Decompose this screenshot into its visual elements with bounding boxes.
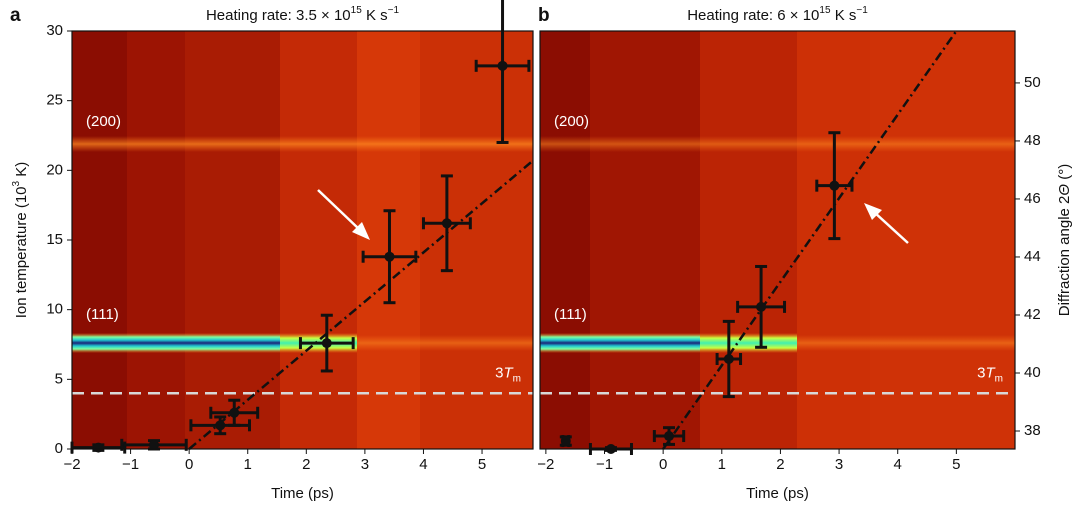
y-tick-label: 10 (46, 301, 63, 318)
point (664, 431, 675, 442)
point (723, 353, 734, 364)
x-tick-label: 4 (894, 456, 902, 473)
x-tick-label: 3 (361, 456, 369, 473)
chart-title-part: Heating rate: 6 × 10 (687, 7, 819, 24)
y2-tick-label: 40 (1024, 364, 1041, 381)
y2-tick-label: 44 (1024, 248, 1041, 265)
fit-line (662, 30, 958, 450)
threshold-label-part: m (995, 373, 1003, 384)
y-axis-label-part: K) (13, 162, 30, 181)
y-tick-label: 15 (46, 231, 63, 248)
plot-frame (539, 30, 1016, 450)
x-tick-label: 0 (659, 456, 667, 473)
y-tick-label: 0 (55, 440, 63, 457)
x-tick-label: 1 (718, 456, 726, 473)
x-tick-label: 1 (244, 456, 252, 473)
x-tick-label: −1 (122, 456, 139, 473)
y2-tick-label: 46 (1024, 190, 1041, 207)
y2-tick-label: 38 (1024, 422, 1041, 439)
y-axis-label: Ion temperature (103 K) (11, 162, 30, 318)
y-axis-label-part: Ion temperature (10 (13, 186, 30, 318)
peak-label: (111) (86, 306, 119, 323)
point (321, 338, 332, 349)
heatmap-b (540, 31, 1015, 449)
peak-label: (111) (554, 306, 587, 323)
y2-tick-label: 50 (1024, 74, 1041, 91)
y-tick-label: 20 (46, 161, 63, 178)
point (384, 251, 395, 262)
x-tick-label: 5 (952, 456, 960, 473)
chart-title-part: K s (362, 7, 388, 24)
x-tick-label: 2 (302, 456, 310, 473)
peak-label: (200) (86, 113, 121, 130)
x-tick-label: −2 (537, 456, 554, 473)
x-tick-label: 5 (478, 456, 486, 473)
y2-tick-label: 42 (1024, 306, 1041, 323)
y-tick-label: 30 (46, 22, 63, 39)
point (229, 407, 240, 418)
point (560, 436, 571, 447)
x-tick-label: −2 (63, 456, 80, 473)
y-tick-label: 5 (55, 370, 63, 387)
threshold-label: 3Tm (977, 364, 1003, 384)
y2-axis-label-part: (°) (1056, 164, 1073, 184)
x-tick-label: 3 (835, 456, 843, 473)
x-axis-label: Time (ps) (746, 485, 809, 502)
y-tick-label: 25 (46, 92, 63, 109)
chart-title-part: K s (831, 7, 857, 24)
chart-title: Heating rate: 6 × 1015 K s−1 (687, 5, 868, 24)
y2-axis-label-part: Diffraction angle 2 (1056, 196, 1073, 317)
chart-title-part: −1 (388, 5, 400, 16)
heatmap-a (72, 31, 533, 449)
x-tick-label: 0 (185, 456, 193, 473)
chart-title-part: Heating rate: 3.5 × 10 (206, 7, 351, 24)
threshold-label: 3Tm (495, 364, 521, 384)
point (149, 439, 160, 450)
x-tick-label: 2 (776, 456, 784, 473)
threshold-label-part: T (503, 364, 514, 381)
panel-label: b (538, 5, 550, 26)
threshold-label-part: T (985, 364, 996, 381)
y-axis-label-part: 3 (11, 180, 22, 186)
point (441, 218, 452, 229)
threshold-label-part: 3 (495, 364, 503, 381)
x-axis-label: Time (ps) (271, 485, 334, 502)
point (756, 301, 767, 312)
point (93, 442, 104, 453)
x-tick-label: 4 (419, 456, 427, 473)
chart-title: Heating rate: 3.5 × 1015 K s−1 (206, 5, 399, 24)
y2-axis-label-part: Θ (1056, 184, 1073, 196)
panel-label: a (10, 5, 21, 26)
threshold-label-part: 3 (977, 364, 985, 381)
chart-title-part: 15 (351, 5, 363, 16)
point (215, 420, 226, 431)
arrows (317, 189, 909, 244)
y2-tick-label: 48 (1024, 132, 1041, 149)
point (829, 180, 840, 191)
point (497, 60, 508, 71)
chart-title-part: −1 (856, 5, 868, 16)
peak-label: (200) (554, 113, 589, 130)
x-tick-label: −1 (596, 456, 613, 473)
threshold-label-part: m (513, 373, 521, 384)
y2-axis-label: Diffraction angle 2Θ (°) (1056, 164, 1073, 316)
chart-title-part: 15 (819, 5, 831, 16)
